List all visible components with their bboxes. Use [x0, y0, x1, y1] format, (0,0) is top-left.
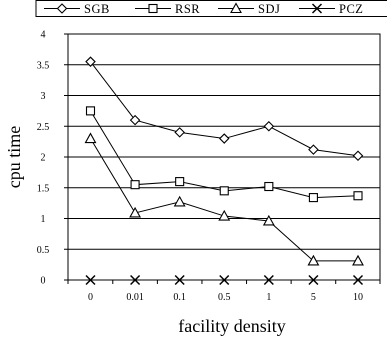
data-point	[84, 132, 97, 144]
data-point	[307, 254, 320, 266]
data-point	[352, 274, 364, 286]
data-point	[308, 193, 318, 203]
data-point	[308, 274, 319, 286]
legend-label: PCZ	[339, 2, 363, 16]
series-rsr	[85, 106, 363, 203]
legend-label: SDJ	[258, 2, 280, 16]
legend: SGB RSR SDJ PCZ	[35, 0, 387, 17]
y-tick-label: 1.5	[37, 183, 50, 194]
data-point	[352, 150, 364, 162]
data-point	[219, 186, 229, 196]
data-point	[129, 206, 142, 218]
x-tick-label: 1	[266, 292, 271, 303]
legend-label: SGB	[84, 2, 110, 16]
series-sdj	[84, 132, 364, 266]
y-tick-label: 3.5	[37, 60, 50, 71]
data-point	[130, 180, 140, 190]
x-tick-label: 0.1	[173, 292, 186, 303]
x-axis-label: facility density	[178, 316, 285, 336]
data-point	[85, 56, 96, 67]
data-point	[263, 120, 275, 132]
legend-marker	[148, 3, 158, 14]
x-tick-label: 10	[353, 292, 363, 303]
x-axis-ticks: 0 0.01 0.1 0.5 1 5 10	[67, 280, 381, 303]
y-tick-label: 1	[41, 214, 46, 225]
data-point	[129, 114, 141, 126]
legend-marker	[230, 2, 242, 14]
x-tick-label: 0.5	[218, 292, 231, 303]
legend-label: RSR	[175, 2, 200, 16]
x-tick-label: 5	[311, 292, 316, 303]
y-tick-label: 0.5	[37, 245, 50, 256]
data-point	[218, 133, 230, 144]
data-point	[353, 191, 363, 201]
data-point	[264, 181, 274, 192]
data-point	[130, 274, 141, 286]
legend-marker	[56, 3, 68, 14]
legend-marker	[311, 3, 323, 14]
data-point	[85, 106, 96, 116]
data-point	[308, 144, 319, 155]
data-point	[85, 274, 96, 286]
gridlines	[68, 64, 380, 250]
legend-frame	[35, 0, 387, 17]
data-point	[352, 254, 364, 266]
y-tick-label: 2	[41, 153, 46, 164]
data-point	[175, 177, 185, 187]
data-point	[218, 209, 231, 221]
data-point	[173, 195, 186, 207]
y-tick-label: 2.5	[37, 122, 50, 133]
y-tick-label: 4	[41, 30, 46, 41]
y-tick-label: 0	[41, 276, 46, 287]
data-point	[174, 274, 185, 286]
series-sgb	[85, 56, 364, 162]
y-axis-ticks: 0 0.5 1 1.5 2 2.5 3 3.5 4	[37, 30, 68, 287]
x-tick-label: 0	[88, 292, 93, 303]
data-point	[219, 274, 230, 286]
data-point	[174, 127, 185, 138]
series-layer	[84, 56, 364, 286]
x-tick-label: 0.01	[126, 292, 144, 303]
series-pcz	[85, 274, 364, 286]
y-tick-label: 3	[41, 91, 46, 102]
y-axis-label: cpu time	[4, 126, 24, 188]
data-point	[262, 214, 275, 226]
data-point	[263, 274, 274, 286]
